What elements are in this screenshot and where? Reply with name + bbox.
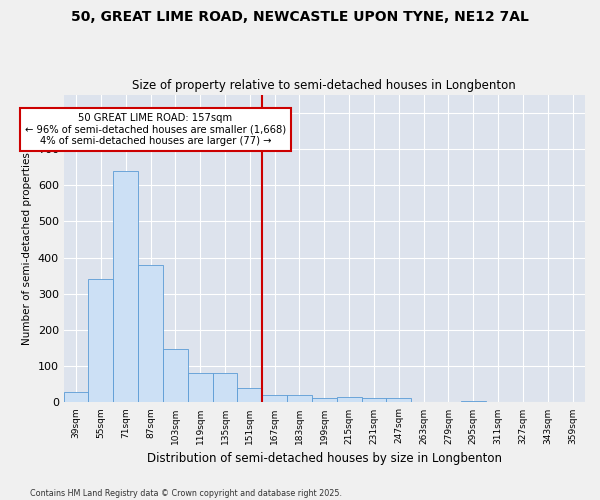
Bar: [287, 395, 312, 402]
Bar: [113, 170, 138, 402]
Title: Size of property relative to semi-detached houses in Longbenton: Size of property relative to semi-detach…: [133, 79, 516, 92]
Bar: [64, 392, 88, 402]
Bar: [312, 398, 337, 402]
Bar: [337, 397, 362, 402]
Text: 50 GREAT LIME ROAD: 157sqm
← 96% of semi-detached houses are smaller (1,668)
4% : 50 GREAT LIME ROAD: 157sqm ← 96% of semi…: [25, 112, 286, 146]
Bar: [238, 388, 262, 402]
Text: Contains HM Land Registry data © Crown copyright and database right 2025.: Contains HM Land Registry data © Crown c…: [30, 488, 342, 498]
Bar: [188, 374, 212, 402]
Bar: [461, 400, 485, 402]
Bar: [163, 349, 188, 403]
X-axis label: Distribution of semi-detached houses by size in Longbenton: Distribution of semi-detached houses by …: [147, 452, 502, 465]
Text: 50, GREAT LIME ROAD, NEWCASTLE UPON TYNE, NE12 7AL: 50, GREAT LIME ROAD, NEWCASTLE UPON TYNE…: [71, 10, 529, 24]
Bar: [212, 374, 238, 402]
Bar: [262, 395, 287, 402]
Bar: [386, 398, 411, 402]
Bar: [88, 280, 113, 402]
Bar: [138, 265, 163, 402]
Y-axis label: Number of semi-detached properties: Number of semi-detached properties: [22, 152, 32, 345]
Bar: [362, 398, 386, 402]
